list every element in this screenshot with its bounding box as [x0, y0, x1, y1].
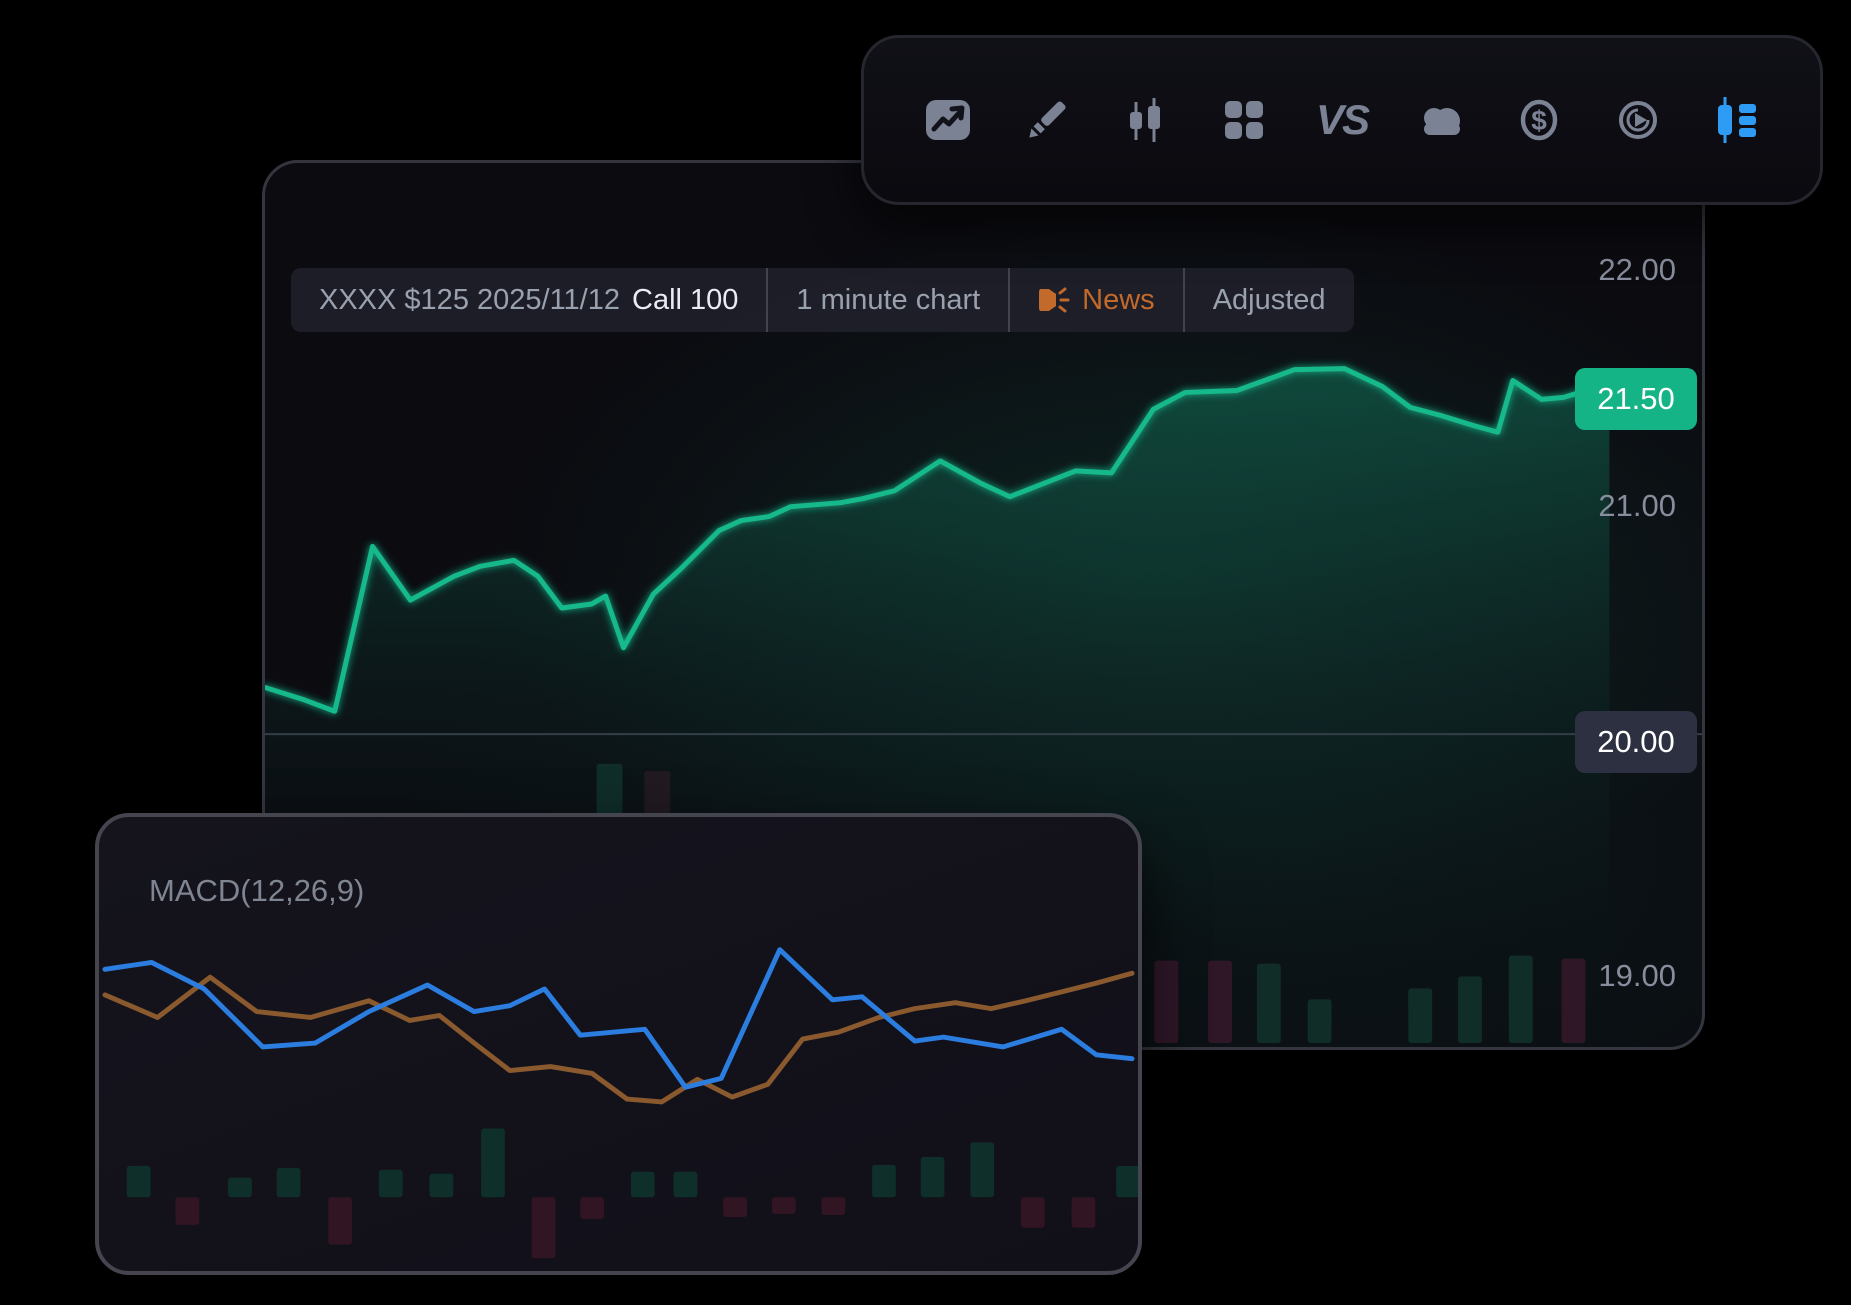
pencil-icon [1028, 101, 1066, 138]
line-chart-tool[interactable] [916, 88, 980, 152]
macd-title: MACD(12,26,9) [149, 873, 365, 908]
candle-list-icon [1718, 97, 1756, 143]
macd-chart-canvas[interactable] [99, 817, 1138, 1271]
svg-text:$: $ [1531, 105, 1547, 136]
toolbar: VS $ [861, 35, 1823, 205]
instrument-header-bar: XXXX $125 2025/11/12 Call 100 1 minute c… [291, 268, 1354, 332]
vs-icon: VS [1315, 96, 1370, 143]
contract-text: Call 100 [632, 283, 739, 316]
candlestick-tool[interactable] [1113, 88, 1177, 152]
dollar-tool[interactable]: $ [1507, 88, 1571, 152]
symbol-segment[interactable]: XXXX $125 2025/11/12 Call 100 [291, 268, 766, 332]
divider [766, 268, 769, 332]
dollar-circle-icon: $ [1520, 99, 1558, 141]
grid-icon [1224, 101, 1263, 139]
y-axis-tick: 21.00 [1598, 488, 1676, 523]
divider [1008, 268, 1011, 332]
timeframe-label: 1 minute chart [796, 283, 981, 316]
trending-chart-icon [926, 100, 970, 140]
timeframe-segment[interactable]: 1 minute chart [768, 268, 1008, 332]
current-price-badge: 21.50 [1575, 368, 1697, 430]
news-label: News [1082, 283, 1155, 316]
megaphone-icon [1039, 287, 1070, 313]
y-axis-tick: 22.00 [1598, 252, 1676, 287]
macd-panel: MACD(12,26,9) [95, 813, 1142, 1275]
replay-tool[interactable] [1606, 88, 1670, 152]
cloud-tool[interactable] [1409, 88, 1473, 152]
news-toggle[interactable]: News [1010, 268, 1183, 332]
y-axis-tick: 19.00 [1598, 958, 1676, 993]
divider [1182, 268, 1185, 332]
layout-grid-tool[interactable] [1212, 88, 1276, 152]
play-circle-icon [1618, 101, 1657, 139]
candle-details-tool[interactable] [1704, 88, 1768, 152]
adjusted-label: Adjusted [1212, 283, 1326, 316]
symbol-text: XXXX $125 2025/11/12 [319, 283, 620, 316]
cloud-icon [1423, 108, 1460, 135]
compare-vs-tool[interactable]: VS [1310, 88, 1374, 152]
draw-tool[interactable] [1015, 88, 1079, 152]
adjusted-toggle[interactable]: Adjusted [1185, 268, 1354, 332]
candlestick-icon [1130, 98, 1160, 142]
reference-price-badge: 20.00 [1575, 711, 1697, 773]
